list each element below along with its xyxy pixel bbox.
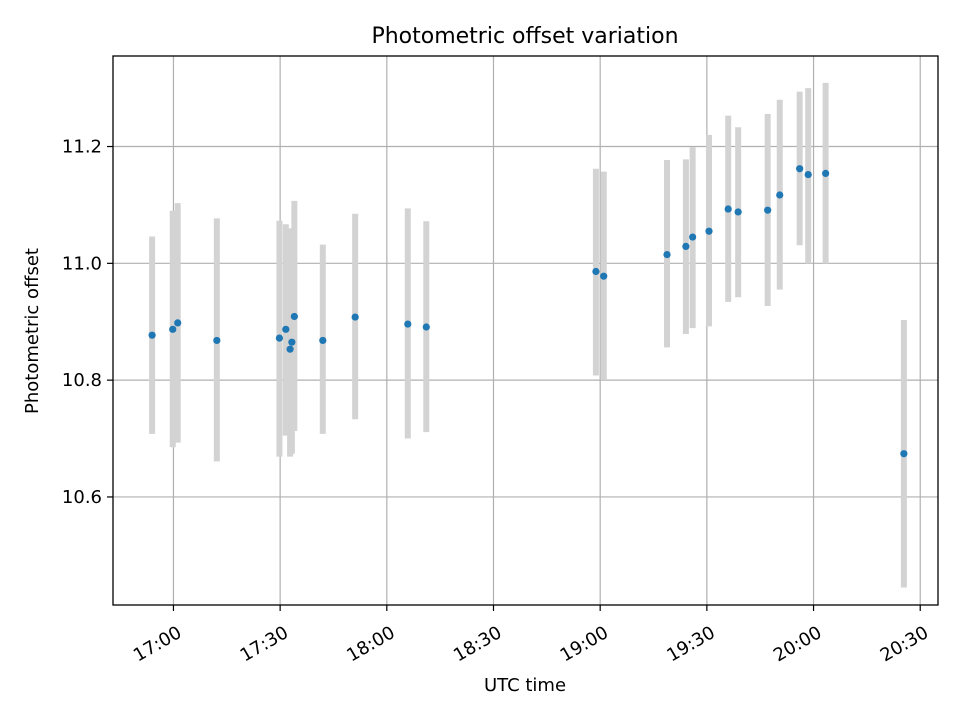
data-point (900, 450, 908, 458)
x-tick-label: 18:30 (450, 622, 505, 666)
data-point (804, 170, 812, 179)
data-point (724, 205, 732, 213)
data-point (148, 331, 156, 339)
data-point (213, 336, 221, 345)
x-tick-label: 18:00 (343, 622, 398, 666)
data-point (351, 313, 359, 321)
data-point (682, 242, 690, 250)
x-tick-label: 20:00 (770, 622, 825, 666)
data-point (592, 267, 600, 276)
data-point (282, 325, 290, 333)
data-points (148, 165, 908, 458)
data-point (404, 320, 412, 328)
y-axis-label: Photometric offset (22, 248, 43, 414)
y-tick-label: 11.0 (62, 253, 102, 274)
x-axis-label: UTC time (484, 675, 566, 696)
data-point (822, 169, 830, 177)
data-point (286, 345, 294, 353)
y-tick-label: 10.6 (62, 487, 102, 508)
chart-title: Photometric offset variation (371, 24, 678, 49)
data-point (288, 338, 296, 346)
x-tick-label: 20:30 (877, 622, 932, 666)
data-point (174, 319, 182, 327)
data-point (689, 233, 697, 241)
x-tick-label: 19:00 (557, 622, 612, 666)
data-point (290, 312, 298, 321)
error-bars (149, 82, 907, 588)
data-point (422, 323, 430, 331)
data-point (600, 272, 608, 280)
data-point (663, 250, 671, 259)
data-point (764, 206, 772, 214)
plot-frame (112, 55, 939, 606)
grid (113, 56, 938, 605)
data-point (319, 336, 327, 345)
data-point (169, 325, 177, 333)
data-point (796, 165, 804, 173)
x-tick-label: 17:00 (130, 622, 185, 666)
x-tick-label: 19:30 (663, 622, 718, 666)
x-tick-label: 17:30 (237, 622, 292, 666)
y-tick-label: 11.2 (62, 137, 102, 158)
y-tick-label: 10.8 (62, 370, 102, 391)
data-point (275, 334, 284, 342)
data-point (734, 208, 742, 216)
data-point (776, 191, 784, 199)
data-point (705, 227, 713, 235)
